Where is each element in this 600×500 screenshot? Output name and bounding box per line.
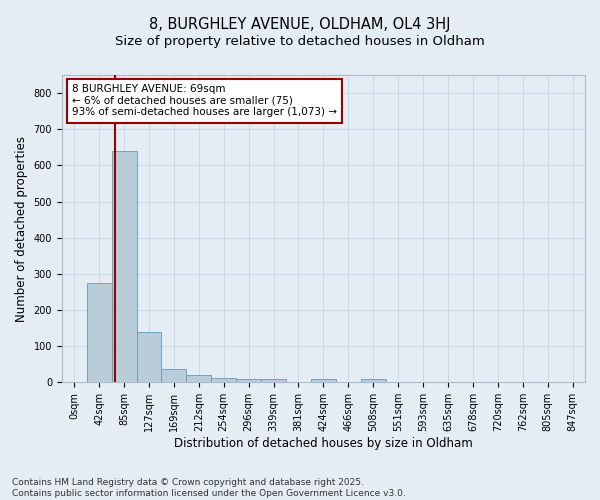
X-axis label: Distribution of detached houses by size in Oldham: Distribution of detached houses by size … [174,437,473,450]
Text: Size of property relative to detached houses in Oldham: Size of property relative to detached ho… [115,35,485,48]
Bar [161,368,187,382]
Text: 8 BURGHLEY AVENUE: 69sqm
← 6% of detached houses are smaller (75)
93% of semi-de: 8 BURGHLEY AVENUE: 69sqm ← 6% of detache… [72,84,337,117]
Bar [236,380,261,382]
Y-axis label: Number of detached properties: Number of detached properties [15,136,28,322]
Bar [112,151,137,382]
Bar [137,332,161,382]
Bar [311,380,336,382]
Text: Contains HM Land Registry data © Crown copyright and database right 2025.
Contai: Contains HM Land Registry data © Crown c… [12,478,406,498]
Bar [187,375,211,382]
Bar [261,380,286,382]
Text: 8, BURGHLEY AVENUE, OLDHAM, OL4 3HJ: 8, BURGHLEY AVENUE, OLDHAM, OL4 3HJ [149,18,451,32]
Bar [211,378,236,382]
Bar [361,380,386,382]
Bar [86,283,112,382]
